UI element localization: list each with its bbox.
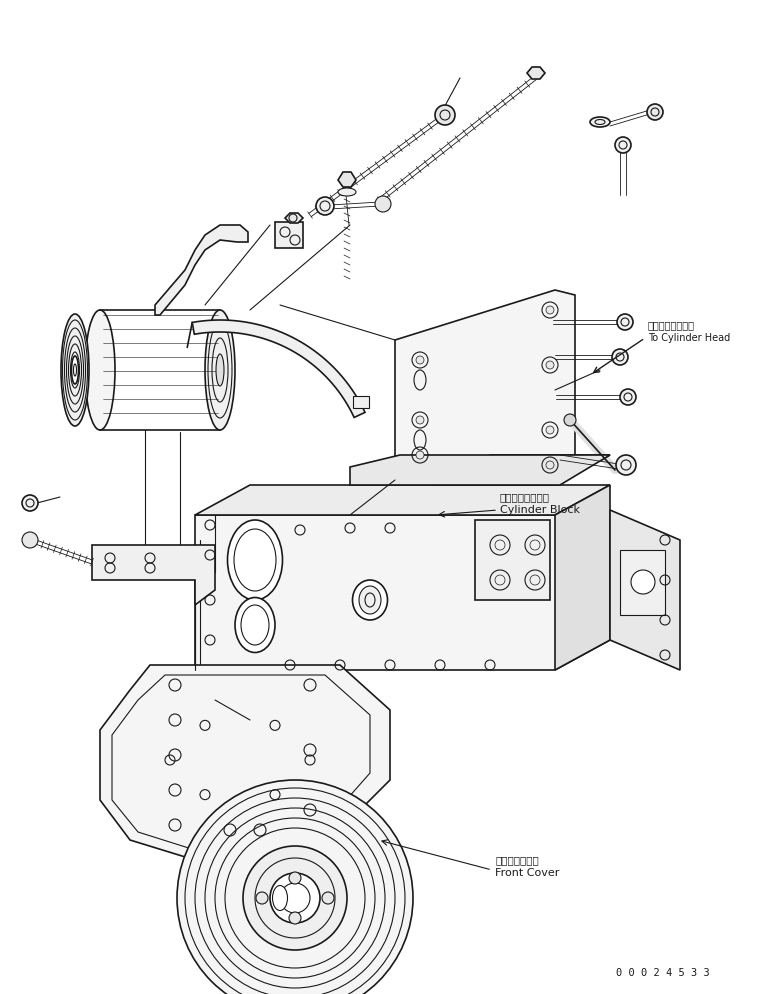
Polygon shape [155, 225, 248, 315]
Ellipse shape [273, 886, 288, 911]
Polygon shape [395, 290, 575, 480]
Circle shape [416, 451, 424, 459]
Circle shape [177, 780, 413, 994]
Ellipse shape [235, 597, 275, 652]
Polygon shape [195, 515, 610, 670]
Text: シリンダブロック: シリンダブロック [500, 492, 550, 502]
Ellipse shape [85, 310, 115, 430]
Bar [475, 520, 550, 600]
Circle shape [546, 361, 554, 369]
Bar [620, 550, 665, 615]
Circle shape [546, 461, 554, 469]
Circle shape [416, 356, 424, 364]
Circle shape [546, 306, 554, 314]
Circle shape [316, 197, 334, 215]
Polygon shape [430, 455, 610, 485]
Polygon shape [353, 396, 369, 408]
Polygon shape [555, 485, 610, 670]
Text: Cylinder Block: Cylinder Block [500, 505, 580, 515]
Polygon shape [100, 665, 390, 860]
Ellipse shape [338, 188, 356, 196]
Ellipse shape [216, 354, 224, 386]
Circle shape [22, 495, 38, 511]
Ellipse shape [71, 356, 79, 384]
Circle shape [615, 137, 631, 153]
Bar [275, 222, 303, 248]
Ellipse shape [353, 580, 388, 620]
Text: フロントカバー: フロントカバー [495, 855, 539, 865]
Circle shape [256, 892, 268, 904]
Circle shape [289, 872, 301, 884]
Polygon shape [92, 545, 215, 605]
Circle shape [612, 349, 628, 365]
Polygon shape [192, 320, 365, 417]
Polygon shape [350, 455, 610, 485]
Polygon shape [285, 213, 303, 223]
Ellipse shape [228, 520, 282, 600]
Circle shape [616, 455, 636, 475]
Text: 0 0 0 2 4 5 3 3: 0 0 0 2 4 5 3 3 [616, 968, 710, 978]
Text: To Cylinder Head: To Cylinder Head [648, 333, 731, 343]
Circle shape [617, 314, 633, 330]
Polygon shape [610, 510, 680, 670]
Circle shape [243, 846, 347, 950]
Circle shape [270, 873, 320, 923]
Ellipse shape [205, 310, 235, 430]
Text: Front Cover: Front Cover [495, 868, 559, 878]
Circle shape [620, 389, 636, 405]
Ellipse shape [359, 586, 381, 614]
Circle shape [631, 570, 655, 594]
Circle shape [647, 104, 663, 120]
Text: シリンダヘッドヘ: シリンダヘッドヘ [648, 320, 695, 330]
Circle shape [322, 892, 334, 904]
Circle shape [564, 414, 576, 426]
Circle shape [546, 426, 554, 434]
Polygon shape [195, 485, 610, 515]
Circle shape [435, 105, 455, 125]
Circle shape [289, 912, 301, 924]
Circle shape [22, 532, 38, 548]
Ellipse shape [590, 117, 610, 127]
Ellipse shape [61, 314, 89, 426]
Polygon shape [338, 172, 356, 187]
Circle shape [416, 416, 424, 424]
Polygon shape [527, 67, 545, 79]
Circle shape [375, 196, 391, 212]
